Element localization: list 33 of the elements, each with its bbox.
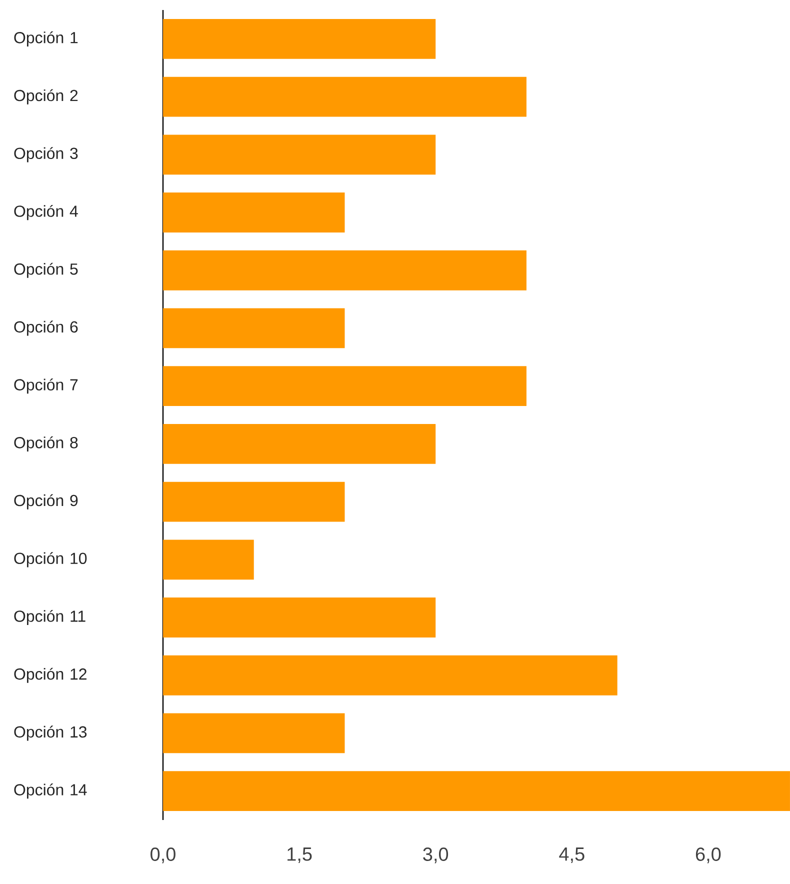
y-tick-label: Opción 11 bbox=[14, 610, 86, 626]
y-tick-label: Opción 3 bbox=[14, 147, 78, 162]
y-tick-label: Opción 7 bbox=[14, 378, 78, 394]
bar bbox=[162, 598, 436, 638]
y-tick-label: Opción 13 bbox=[14, 726, 87, 741]
y-tick-label: Opción 4 bbox=[14, 204, 78, 220]
y-tick-label: Opción 9 bbox=[14, 494, 78, 510]
bar bbox=[162, 134, 436, 175]
y-tick-label: Opción 5 bbox=[14, 262, 78, 278]
y-tick-label: Opción 2 bbox=[14, 89, 78, 104]
x-tick-label: 1,5 bbox=[288, 848, 312, 864]
bar bbox=[162, 18, 436, 59]
bar bbox=[162, 482, 345, 522]
bar bbox=[162, 366, 526, 406]
y-tick-label: Opción 12 bbox=[14, 668, 86, 683]
y-tick-label: Opción 10 bbox=[14, 552, 87, 568]
bar bbox=[162, 308, 345, 348]
x-tick-label: 3,0 bbox=[423, 848, 448, 864]
y-tick-label: Opción 6 bbox=[14, 320, 78, 336]
y-tick-label: Opción 14 bbox=[14, 784, 87, 799]
x-tick-label: 6,0 bbox=[696, 848, 721, 864]
bar bbox=[162, 250, 526, 290]
x-tick-label: 0,0 bbox=[150, 848, 176, 864]
bar bbox=[162, 540, 254, 580]
bar bbox=[162, 76, 526, 117]
y-tick-label: Opción 1 bbox=[14, 31, 78, 46]
bar bbox=[162, 713, 345, 754]
bar bbox=[162, 424, 436, 464]
bar bbox=[162, 771, 790, 812]
y-tick-label: Opción 8 bbox=[14, 436, 78, 452]
bar bbox=[162, 192, 345, 232]
x-tick-label: 4,5 bbox=[559, 848, 584, 864]
bar bbox=[162, 655, 618, 696]
